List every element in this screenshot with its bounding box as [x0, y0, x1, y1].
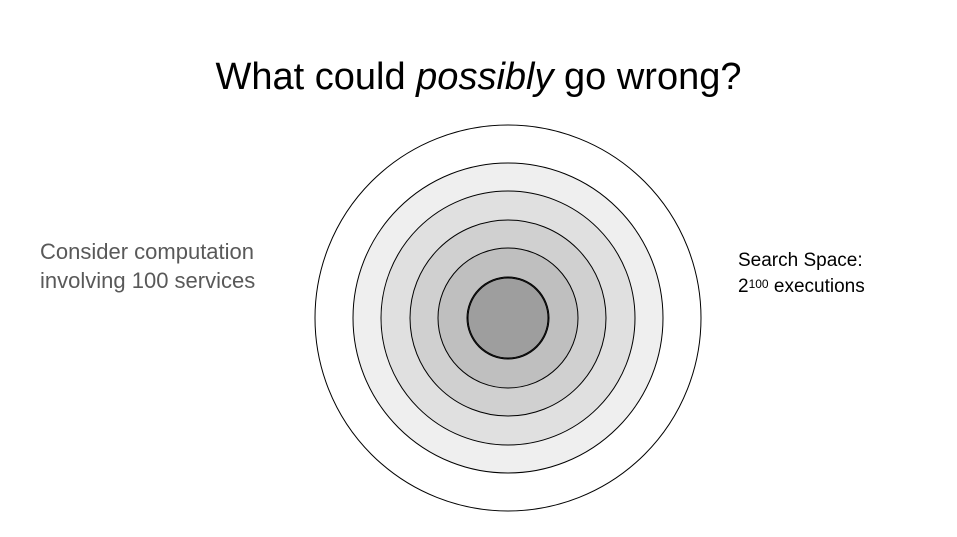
right-note-line-2-suffix: executions [768, 276, 865, 297]
left-note-line-1: Consider computation [40, 239, 255, 264]
slide-title: What could possibly go wrong? [0, 52, 957, 102]
right-note-line-1: Search Space: [738, 250, 863, 271]
left-note-line-2: involving 100 services [40, 268, 256, 293]
left-note: Consider computation involving 100 servi… [40, 237, 255, 295]
right-note-line-2: 2100 executions [738, 274, 865, 300]
title-suffix: go wrong? [553, 56, 742, 98]
exponent-value: 100 [748, 277, 769, 291]
title-emphasis: possibly [416, 56, 554, 98]
exponent-base: 2 [738, 276, 749, 297]
right-note: Search Space: 2100 executions [738, 248, 865, 300]
title-prefix: What could [215, 56, 417, 98]
ring-7 [467, 277, 549, 359]
